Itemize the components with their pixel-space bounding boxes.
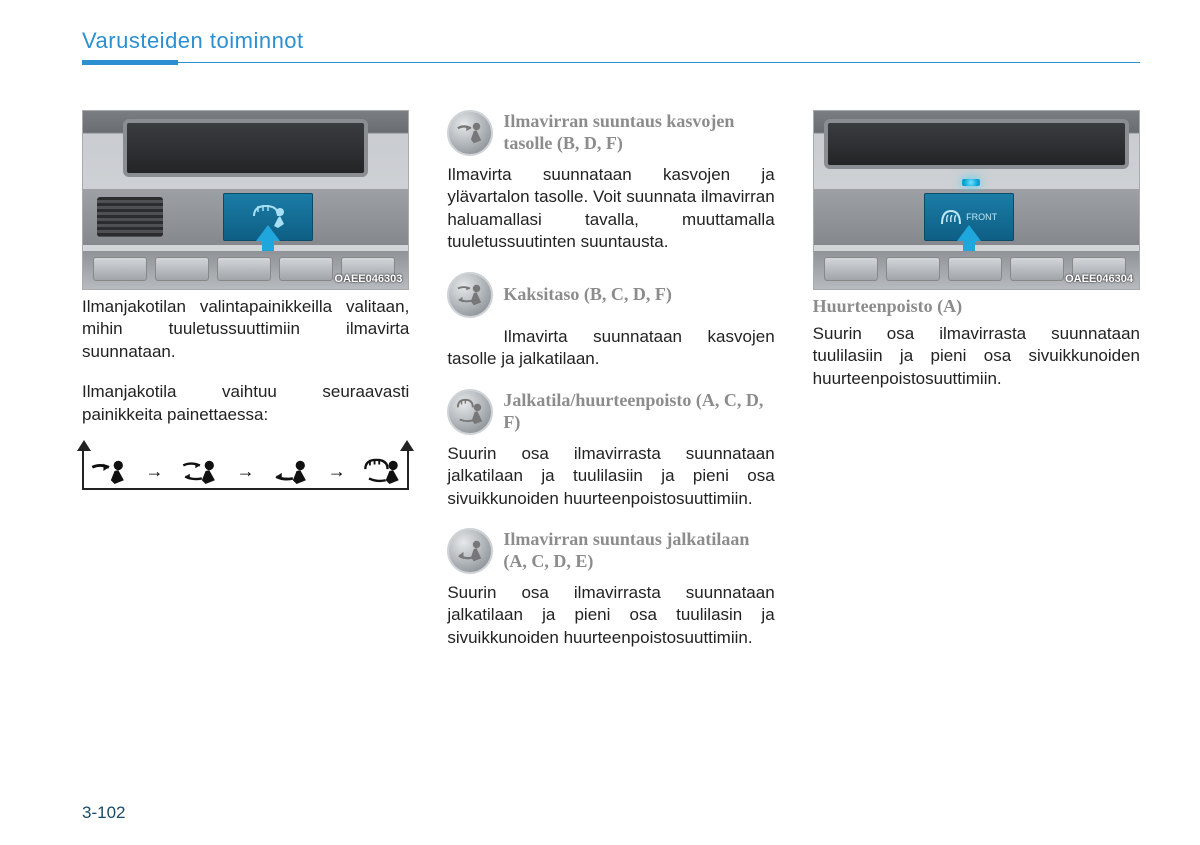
figure-code: OAEE046304 — [1065, 273, 1133, 285]
mode-bilevel-icon — [447, 272, 493, 318]
paragraph: Suurin osa ilmavirrasta suunnataan jalka… — [447, 443, 774, 510]
column-right: FRONT OAEE046304 Huurteenpoisto (A) Suur… — [813, 110, 1140, 795]
mode-floor-defrost-icon — [447, 389, 493, 435]
header-rule — [82, 60, 1140, 65]
arrow-icon: → — [237, 461, 255, 482]
paragraph: Suurin osa ilmavirrasta suunnataan jalka… — [447, 582, 774, 649]
mode-bilevel-icon — [181, 458, 219, 484]
paragraph: Ilmanjakotilan valintapainikkeilla valit… — [82, 296, 409, 363]
mode-floor-level-icon — [447, 528, 493, 574]
mode-item: Jalkatila/huurteenpoisto (A, C, D, F) — [447, 389, 774, 435]
column-left: OAEE046303 Ilmanjakotilan valintapainikk… — [82, 110, 409, 795]
figure-defrost: FRONT OAEE046304 — [813, 110, 1140, 290]
mode-item: Ilmavirran suuntaus jalkatilaan (A, C, D… — [447, 528, 774, 574]
page-number: 3-102 — [82, 803, 125, 823]
content-columns: OAEE046303 Ilmanjakotilan valintapainikk… — [82, 110, 1140, 795]
mode-heading: Ilmavirran suuntaus jalkatilaan (A, C, D… — [503, 529, 774, 572]
mode-floor-icon — [272, 458, 310, 484]
mode-heading: Kaksitaso (B, C, D, F) — [503, 284, 672, 306]
mode-defrost-floor-icon — [363, 458, 401, 484]
subsection-heading: Huurteenpoisto (A) — [813, 296, 1140, 317]
arrow-icon: → — [328, 461, 346, 482]
column-middle: Ilmavirran suuntaus kasvojen tasolle (B,… — [447, 110, 774, 795]
mode-item: Kaksitaso (B, C, D, F) — [447, 272, 774, 318]
front-label: FRONT — [966, 212, 997, 222]
page-header: Varusteiden toiminnot — [82, 28, 1140, 65]
mode-item: Ilmavirran suuntaus kasvojen tasolle (B,… — [447, 110, 774, 156]
paragraph: Ilmanjakotila vaihtuu seuraavasti painik… — [82, 381, 409, 426]
arrow-icon: → — [146, 461, 164, 482]
figure-code: OAEE046303 — [334, 273, 402, 285]
mode-heading: Jalkatila/huurteenpoisto (A, C, D, F) — [503, 390, 774, 433]
figure-mode-select: OAEE046303 — [82, 110, 409, 290]
mode-sequence-diagram: → → → — [82, 444, 409, 490]
paragraph: Ilmavirta suunnataan kasvojen ja ylävart… — [447, 164, 774, 254]
paragraph: Ilmavirta suunnataan kasvojen tasolle ja… — [447, 326, 774, 371]
mode-face-icon — [90, 458, 128, 484]
mode-heading: Ilmavirran suuntaus kasvojen tasolle (B,… — [503, 111, 774, 154]
paragraph: Suurin osa ilmavirrasta suunnataan tuuli… — [813, 323, 1140, 390]
mode-face-level-icon — [447, 110, 493, 156]
section-title: Varusteiden toiminnot — [82, 28, 1140, 54]
